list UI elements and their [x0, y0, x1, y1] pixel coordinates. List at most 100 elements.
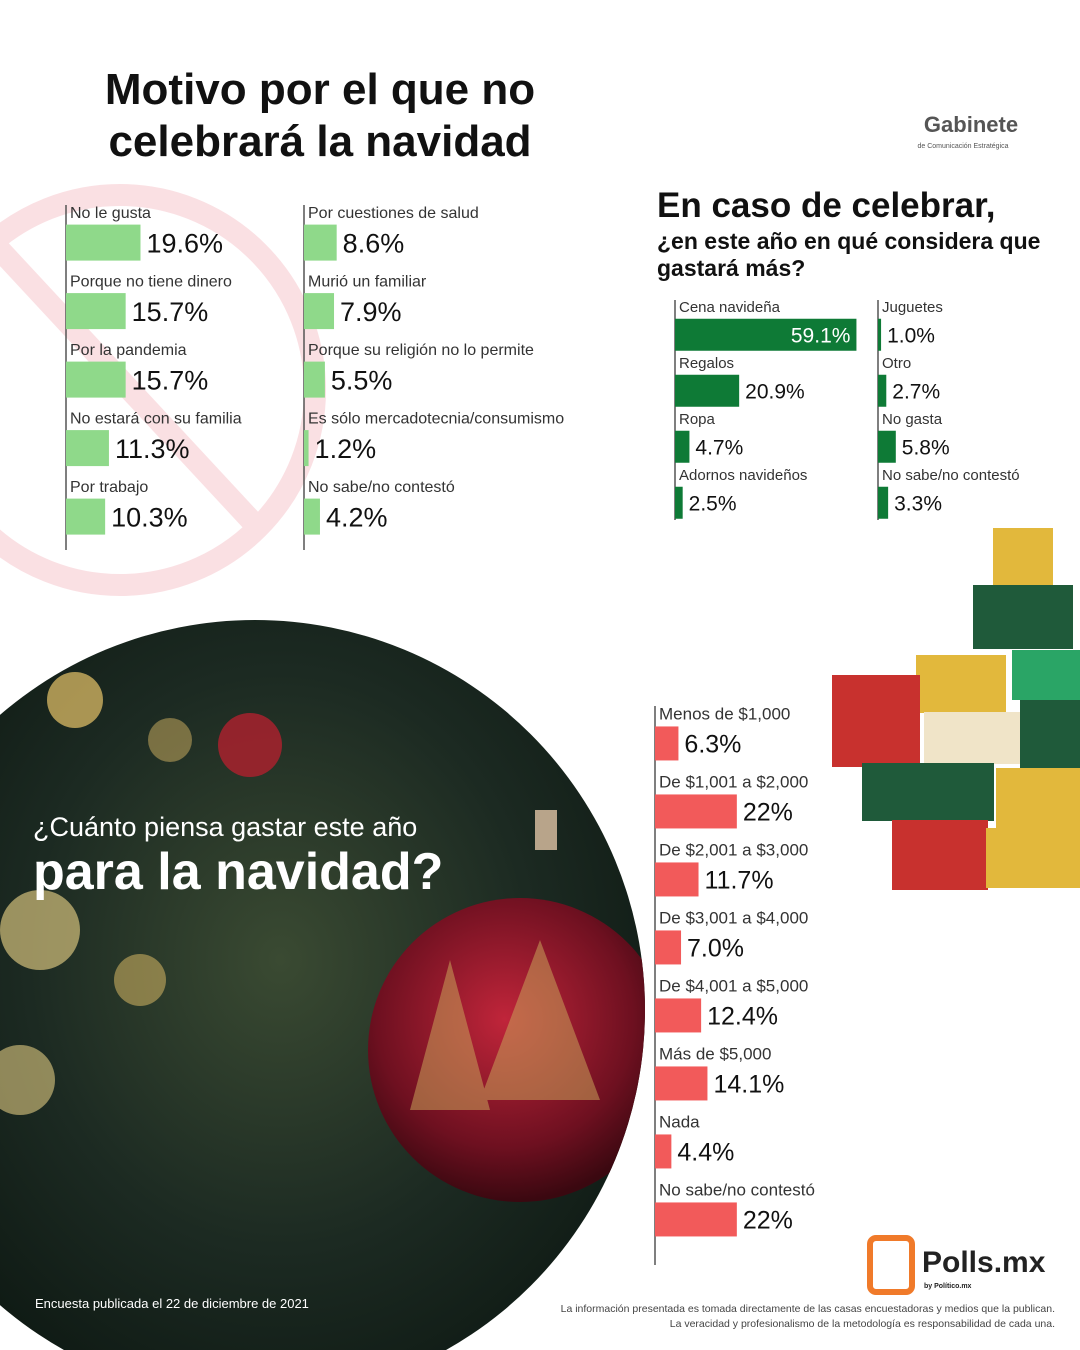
category-label: De $3,001 a $4,000 [659, 909, 808, 928]
value-label: 2.5% [689, 492, 737, 515]
bokeh [0, 1045, 55, 1115]
category-label: No sabe/no contestó [659, 1181, 815, 1200]
photo [0, 620, 645, 1350]
category-label: Por la pandemia [70, 342, 187, 359]
category-label: Cena navideña [679, 299, 781, 316]
value-label: 8.6% [343, 228, 405, 258]
value-label: 11.7% [705, 866, 774, 894]
chart-subtitle: para la navidad? [33, 843, 444, 901]
value-label: 20.9% [745, 380, 805, 403]
value-label: 11.3% [115, 434, 190, 464]
value-label: 7.9% [340, 297, 402, 327]
bar [675, 318, 857, 351]
category-label: Por cuestiones de salud [308, 205, 479, 222]
disclaimer: La veracidad y profesionalismo de la met… [670, 1318, 1055, 1330]
gift [832, 675, 920, 767]
bar [304, 293, 335, 330]
category-label: Murió un familiar [308, 273, 427, 290]
value-label: 1.2% [315, 434, 377, 464]
polls-name: Polls.mx [922, 1246, 1046, 1279]
polls-logo [867, 1235, 915, 1295]
category-label: Juguetes [882, 299, 943, 316]
bar [655, 862, 699, 897]
bokeh [0, 890, 80, 970]
gift [973, 585, 1073, 649]
brand-sub: de Comunicación Estratégica [917, 143, 1008, 150]
value-label: 7.0% [687, 934, 744, 962]
bar [66, 430, 109, 467]
value-label: 5.8% [902, 436, 950, 459]
category-label: Porque no tiene dinero [70, 273, 232, 290]
value-label: 3.3% [894, 492, 942, 515]
bar [66, 293, 126, 330]
category-label: No sabe/no contestó [882, 467, 1020, 484]
category-label: Es sólo mercadotecnia/consumismo [308, 410, 564, 427]
value-label: 19.6% [146, 228, 223, 258]
category-label: Porque su religión no lo permite [308, 342, 534, 359]
gifts [832, 528, 1080, 890]
value-label: 15.7% [132, 365, 209, 395]
bar [878, 430, 896, 463]
bar [655, 1134, 672, 1169]
value-label: 6.3% [684, 730, 741, 758]
category-label: De $1,001 a $2,000 [659, 773, 808, 792]
value-label: 59.1% [791, 324, 851, 347]
bokeh [114, 954, 166, 1006]
gift [1012, 650, 1080, 700]
bar [675, 430, 690, 463]
bar [304, 430, 309, 467]
value-label: 5.5% [331, 365, 393, 395]
ornament-pattern [410, 940, 600, 1110]
ornament-cap [535, 810, 557, 850]
bar [655, 1202, 737, 1237]
gift [862, 763, 994, 821]
bar [675, 486, 683, 519]
sign-slash [0, 242, 269, 538]
category-label: Menos de $1,000 [659, 705, 790, 724]
value-label: 12.4% [707, 1002, 778, 1030]
category-label: No sabe/no contestó [308, 479, 455, 496]
value-label: 4.4% [677, 1138, 734, 1166]
bar [675, 374, 740, 407]
category-label: Adornos navideños [679, 467, 807, 484]
chart-subtitle: ¿en este año en qué considera que gastar… [657, 228, 1041, 281]
bar [655, 794, 737, 829]
value-label: 4.7% [695, 436, 743, 459]
bar [878, 374, 887, 407]
category-label: De $2,001 a $3,000 [659, 841, 808, 860]
gift [993, 528, 1053, 586]
bokeh [148, 718, 192, 762]
category-label: No gasta [882, 411, 943, 428]
category-label: Más de $5,000 [659, 1045, 771, 1064]
category-label: De $4,001 a $5,000 [659, 977, 808, 996]
category-label: Nada [659, 1113, 700, 1132]
value-label: 15.7% [132, 297, 209, 327]
bokeh [218, 713, 282, 777]
value-label: 4.2% [326, 502, 388, 532]
category-label: No le gusta [70, 205, 151, 222]
gift [892, 820, 988, 890]
bar [655, 930, 682, 965]
brand-name: Gabinete [924, 112, 1018, 137]
bar [655, 998, 702, 1033]
bar [655, 726, 679, 761]
gift [986, 828, 1080, 888]
bar [878, 486, 889, 519]
value-label: 10.3% [111, 502, 188, 532]
bar [66, 498, 106, 535]
disclaimer: La información presentada es tomada dire… [561, 1303, 1055, 1315]
bar [66, 361, 126, 398]
footer-date: Encuesta publicada el 22 de diciembre de… [35, 1296, 309, 1311]
value-label: 1.0% [887, 324, 935, 347]
polls-sub: by Político.mx [924, 1283, 972, 1290]
category-label: No estará con su familia [70, 410, 242, 427]
category-label: Regalos [679, 355, 734, 372]
bokeh [47, 672, 103, 728]
category-label: Otro [882, 355, 911, 372]
bar [304, 498, 320, 535]
bar [304, 224, 337, 261]
value-label: 14.1% [713, 1070, 784, 1098]
